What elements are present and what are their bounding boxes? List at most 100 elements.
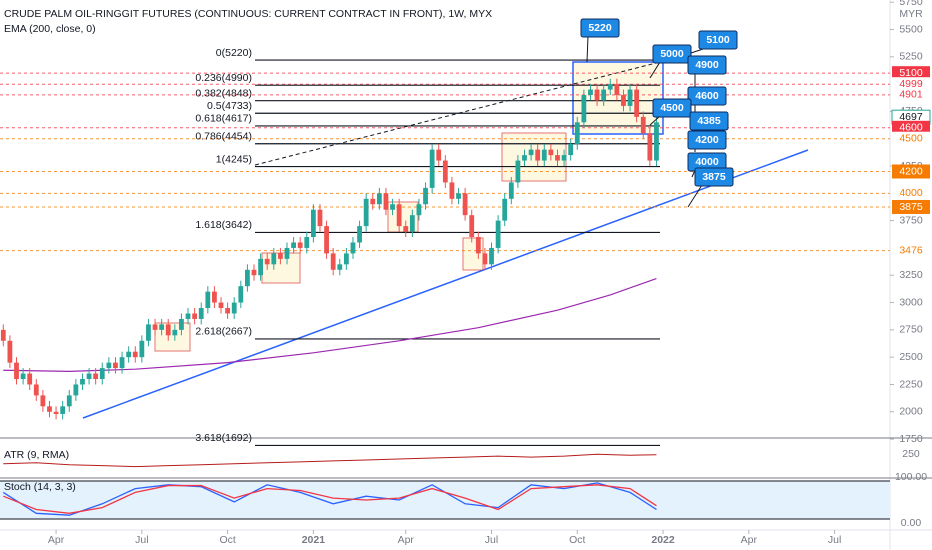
- candle-body: [522, 155, 527, 161]
- candle-body: [489, 247, 494, 265]
- candle-body: [574, 122, 580, 145]
- candle-body: [33, 384, 39, 396]
- candle-body: [528, 149, 534, 156]
- candle-body: [495, 220, 501, 248]
- callout-label: 4000: [695, 156, 719, 168]
- candle-body: [152, 324, 158, 330]
- fib-label: 0.236(4990): [195, 72, 252, 84]
- y-tick-label: 5500: [899, 23, 923, 35]
- candle-body: [73, 384, 79, 396]
- candle-body: [99, 368, 105, 380]
- candle-body: [396, 204, 402, 227]
- candle-body: [212, 291, 217, 303]
- candle-body: [165, 324, 171, 336]
- candle-body: [469, 215, 475, 238]
- candle-body: [192, 313, 198, 319]
- candle-body: [601, 89, 607, 101]
- callout-pointer: [586, 35, 589, 63]
- candle-body: [291, 242, 296, 248]
- candle-body: [284, 247, 290, 259]
- callout-label: 4500: [660, 102, 684, 114]
- callout-label: 5100: [706, 34, 730, 46]
- x-tick-label: Jul: [135, 534, 148, 546]
- candle-body: [482, 253, 488, 265]
- candle-body: [383, 193, 389, 210]
- callout-box: [652, 44, 692, 64]
- candle-body: [350, 242, 356, 254]
- candle-body: [113, 362, 118, 369]
- candle-body: [146, 324, 151, 341]
- callout-label: 3875: [702, 171, 726, 183]
- callout-box: [687, 55, 727, 75]
- candle-body: [462, 193, 468, 216]
- price-tag-label: 4500: [899, 132, 923, 144]
- candle-body: [198, 308, 204, 319]
- candle-body: [159, 324, 165, 330]
- pattern-box: [572, 61, 664, 135]
- candle-body: [456, 193, 461, 199]
- fib-label: 0.786(4454): [195, 131, 252, 143]
- stoch-tick-label: 100.00: [895, 471, 927, 483]
- price-tag: [892, 243, 930, 258]
- price-tag-label: 4697: [899, 111, 923, 123]
- candle-body: [442, 160, 448, 183]
- stoch-d-line: [3, 484, 657, 514]
- candle-body: [627, 89, 633, 106]
- candle-body: [119, 357, 125, 369]
- fib-label: 0.5(4733): [207, 100, 252, 112]
- candle-body: [330, 253, 336, 270]
- candle-body: [581, 95, 587, 123]
- price-tag: [892, 186, 930, 201]
- candle-body: [60, 406, 66, 414]
- x-tick-label: 2021: [302, 534, 326, 546]
- y-tick-label: 2750: [899, 324, 923, 336]
- price-tag-label: 3476: [899, 244, 923, 256]
- fib-label: 0.382(4848): [195, 87, 252, 99]
- price-tag: [892, 131, 930, 146]
- candle-body: [357, 226, 362, 243]
- candle-body: [588, 89, 593, 96]
- candle-body: [535, 149, 541, 161]
- price-tag-label: 4000: [899, 187, 923, 199]
- candle-body: [416, 204, 422, 216]
- stoch-band: [0, 481, 890, 519]
- candle-body: [297, 242, 303, 248]
- price-tag: [892, 87, 930, 102]
- callout-box: [694, 167, 734, 187]
- price-tag-label: 5100: [899, 67, 923, 79]
- candle-body: [310, 209, 316, 238]
- fib-label: 1.618(3642): [195, 219, 252, 231]
- candle-body: [317, 209, 323, 227]
- candle-body: [640, 116, 646, 134]
- candle-body: [218, 302, 224, 309]
- candle-body: [304, 237, 310, 248]
- candle-body: [172, 329, 178, 336]
- price-tag: [892, 120, 930, 135]
- y-tick-label: 2250: [899, 378, 923, 390]
- candle-body: [86, 373, 92, 380]
- candle-body: [53, 411, 59, 414]
- candle-body: [106, 362, 112, 369]
- candle-body: [508, 182, 514, 199]
- candle-body: [647, 133, 653, 161]
- callout-pointer: [649, 61, 661, 79]
- price-tag: [892, 77, 930, 92]
- price-tag: [892, 164, 930, 179]
- y-tick-label: 5750: [899, 0, 923, 8]
- callout-label: 4200: [695, 134, 719, 146]
- candle-body: [376, 193, 382, 205]
- candle-body: [40, 395, 46, 407]
- candle-body: [515, 160, 521, 183]
- fib-label: 0.618(4617): [195, 113, 252, 125]
- x-tick-label: Apr: [48, 534, 65, 546]
- candle-body: [370, 198, 376, 205]
- y-tick-label: 2000: [899, 406, 923, 418]
- callout-pointer: [687, 184, 703, 208]
- callout-box: [689, 111, 729, 131]
- candle-body: [403, 226, 409, 232]
- candle-body: [621, 95, 626, 106]
- x-tick-label: Oct: [219, 534, 235, 546]
